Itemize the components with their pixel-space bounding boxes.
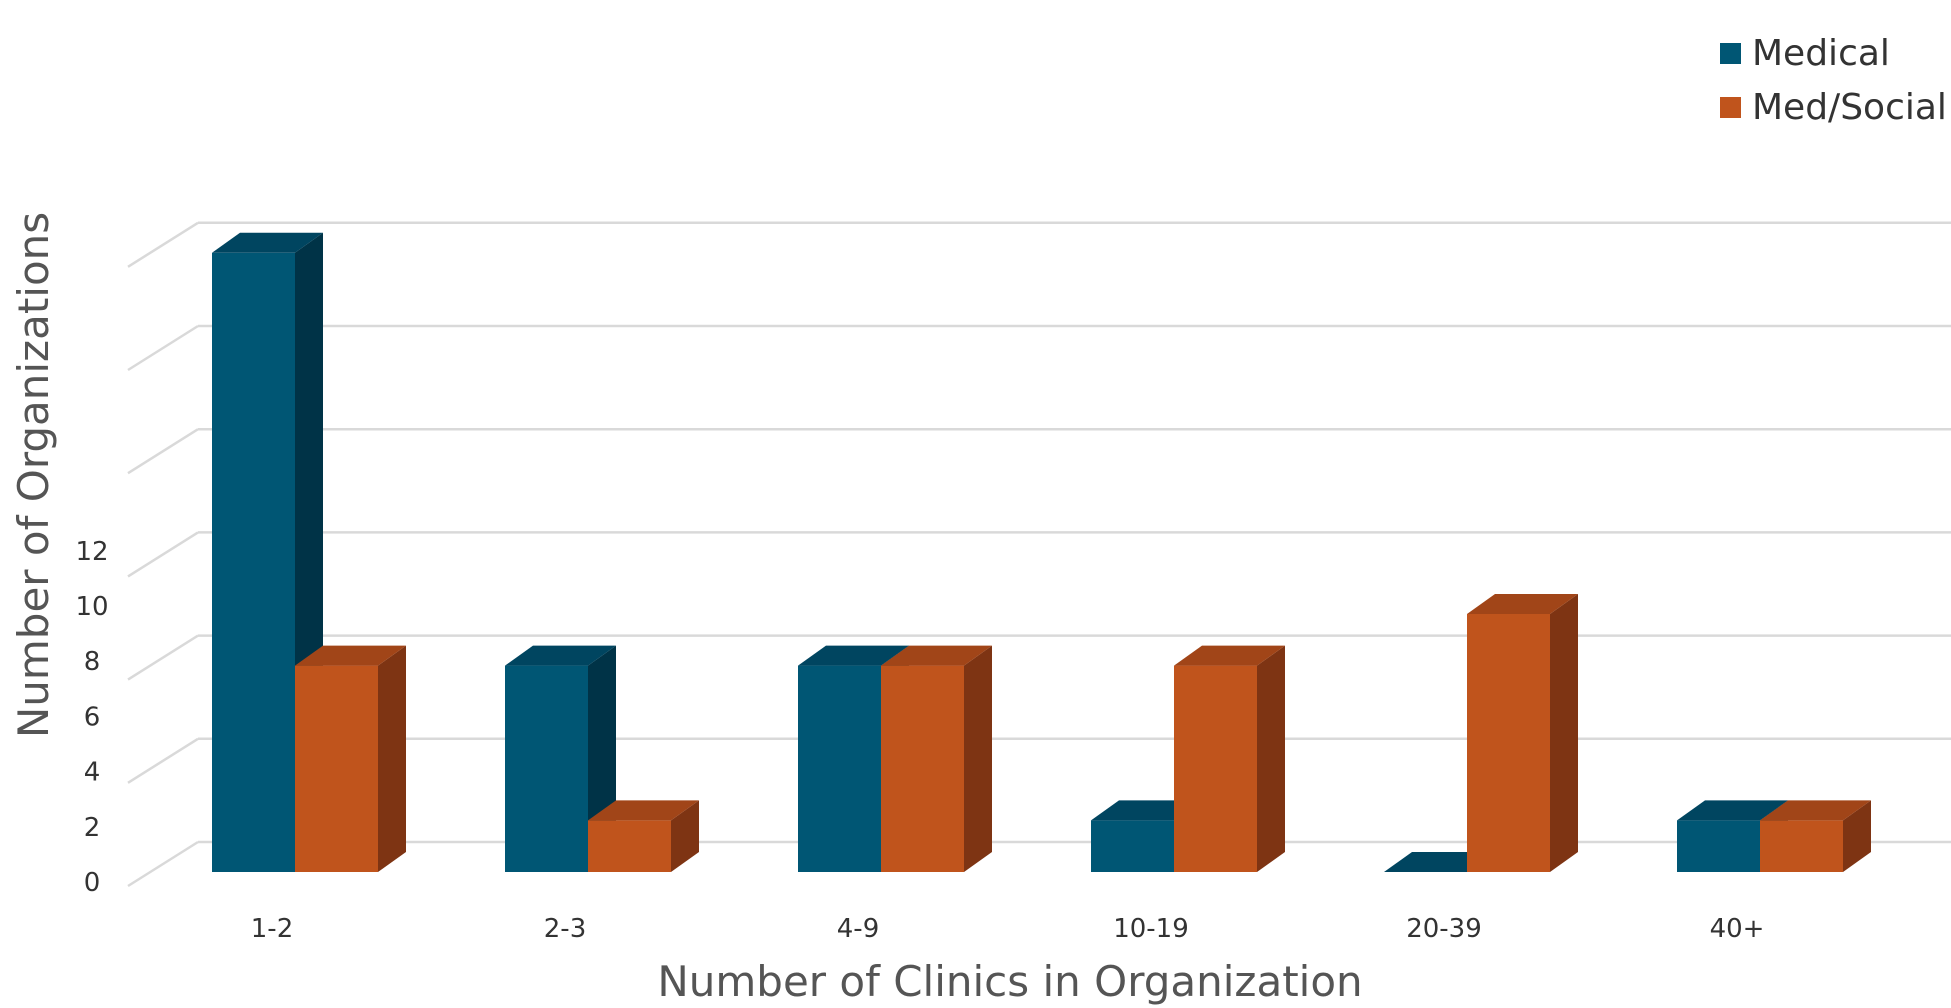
x-tick-label-2-3: 2-3: [544, 914, 586, 944]
legend-label-med-social: Med/Social: [1752, 87, 1947, 128]
bar-front-face: [1467, 614, 1550, 872]
gridline-diagonal: [127, 737, 199, 784]
bar-top-face: [505, 645, 616, 666]
bar-top-face: [1174, 645, 1285, 666]
y-tick-label: 6: [84, 702, 101, 732]
y-tick-label: 12: [75, 537, 108, 567]
bar-med-social-40: [1760, 800, 1871, 872]
bar-top-face: [1677, 800, 1788, 821]
y-tick-label: 10: [75, 592, 108, 622]
x-tick-label-10-19: 10-19: [1113, 914, 1189, 944]
y-axis-ticks: 0 2 4 6 8 10 12: [75, 537, 108, 898]
legend-swatch-med-social: [1720, 97, 1741, 118]
bar-front-face: [295, 665, 378, 872]
x-axis-title: Number of Clinics in Organization: [657, 957, 1362, 1006]
y-axis-title: Number of Organizations: [9, 212, 58, 738]
bar-front-face: [881, 665, 964, 872]
gridline-diagonal: [127, 221, 199, 268]
bar-front-face: [1174, 665, 1257, 872]
bar-top-face: [588, 800, 699, 821]
gridline-diagonal: [127, 634, 199, 681]
bar-top-face: [1467, 594, 1578, 614]
y-tick-label: 8: [84, 647, 101, 677]
bar-front-face: [505, 665, 588, 872]
gridline-diagonal: [127, 531, 199, 578]
y-tick-label: 2: [84, 813, 101, 843]
bar-front-face: [212, 252, 295, 873]
legend-label-medical: Medical: [1752, 33, 1890, 74]
x-tick-label-40: 40+: [1710, 914, 1765, 944]
bar-top-face: [212, 232, 323, 253]
bar-med-social-20-39: [1467, 594, 1578, 872]
bar-side-face: [1257, 645, 1285, 872]
gridline-diagonal: [127, 324, 199, 372]
bar-top-face: [295, 645, 406, 666]
x-tick-label-20-39: 20-39: [1406, 914, 1482, 944]
bar-med-social-4-9: [881, 645, 992, 872]
legend-swatch-medical: [1720, 43, 1741, 64]
bar-med-social-1-2: [295, 645, 406, 872]
bar-side-face: [671, 800, 699, 872]
bar-side-face: [1843, 800, 1871, 872]
bar-top-face: [1760, 800, 1871, 821]
bar-med-social-10-19: [1174, 645, 1285, 872]
bar-side-face: [964, 645, 992, 872]
gridlines: [127, 221, 1951, 888]
bars: [212, 232, 1871, 873]
gridline-diagonal: [127, 840, 199, 888]
bar-front-face: [588, 820, 671, 872]
bar-side-face: [1550, 594, 1578, 872]
y-tick-label: 0: [84, 868, 101, 898]
gridline-diagonal: [127, 428, 199, 475]
y-tick-label: 4: [84, 758, 101, 788]
x-tick-label-4-9: 4-9: [837, 914, 879, 944]
bar-top-face: [798, 645, 909, 666]
x-axis-ticks: 1-2 2-3 4-9 10-19 20-39 40+: [251, 914, 1765, 944]
legend: Medical Med/Social: [1720, 33, 1947, 128]
legend-item-med-social: Med/Social: [1720, 87, 1947, 128]
bar-front-face: [1091, 820, 1174, 872]
bar-med-social-2-3: [588, 800, 699, 872]
bar-side-face: [378, 645, 406, 872]
legend-item-medical: Medical: [1720, 33, 1890, 74]
x-tick-label-1-2: 1-2: [251, 914, 293, 944]
bar-front-face: [798, 665, 881, 872]
bar-front-face: [1677, 820, 1760, 872]
bar-front-face: [1760, 820, 1843, 872]
bar-top-face: [881, 645, 992, 666]
